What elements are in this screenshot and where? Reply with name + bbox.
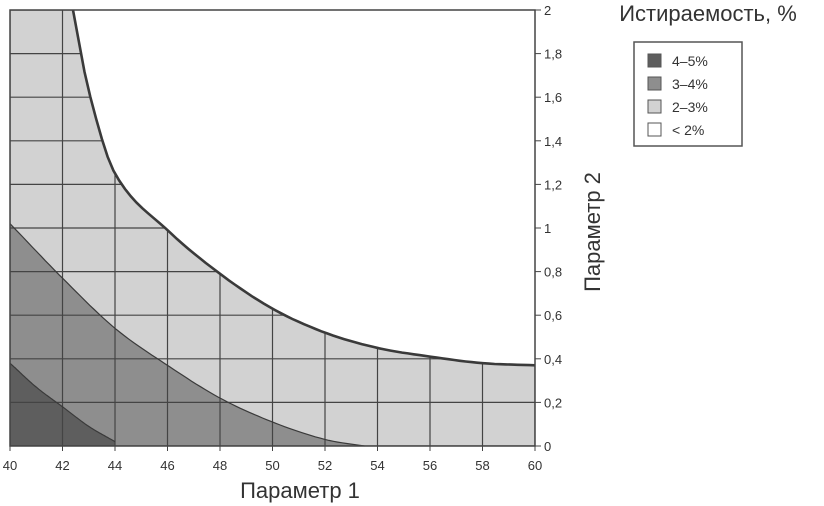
legend-label: 4–5% <box>672 53 708 69</box>
x-tick-label: 60 <box>528 458 542 473</box>
y-tick-label: 2 <box>544 3 551 18</box>
x-tick-label: 48 <box>213 458 227 473</box>
x-tick-label: 54 <box>370 458 384 473</box>
region-boundaries <box>9 9 536 447</box>
x-tick-label: 42 <box>55 458 69 473</box>
legend-label: 3–4% <box>672 76 708 92</box>
region-2-3-percent <box>10 10 535 446</box>
legend-swatch <box>647 99 662 114</box>
legend-title: Истираемость, % <box>619 1 797 26</box>
y-tick-label: 1,2 <box>544 177 562 192</box>
y-tick-label: 1,6 <box>544 90 562 105</box>
x-tick-label: 56 <box>423 458 437 473</box>
plot-area <box>10 10 535 446</box>
x-tick-label: 58 <box>475 458 489 473</box>
region-3-4-percent <box>10 223 365 446</box>
y-tick-label: 0,4 <box>544 352 562 367</box>
legend-swatch <box>647 76 662 91</box>
x-tick-label: 52 <box>318 458 332 473</box>
legend: 4–5% 3–4% 2–3% < 2% <box>633 41 743 147</box>
legend-swatch <box>647 122 662 137</box>
x-axis-ticks: 40 42 44 46 48 50 52 54 56 58 60 <box>3 446 542 473</box>
boundary-2-3-percent <box>71 9 536 367</box>
y-axis-title: Параметр 2 <box>580 172 605 292</box>
x-tick-label: 40 <box>3 458 17 473</box>
boundary-3-4-percent <box>9 223 365 447</box>
region-4-5-percent <box>10 363 115 446</box>
y-tick-label: 0,6 <box>544 308 562 323</box>
y-axis-ticks: 0 0,2 0,4 0,6 0,8 1 1,2 1,4 1,6 1,8 2 <box>535 3 562 454</box>
y-tick-label: 1 <box>544 221 551 236</box>
y-tick-label: 0,8 <box>544 265 562 280</box>
x-axis-title: Параметр 1 <box>240 478 360 503</box>
x-tick-label: 46 <box>160 458 174 473</box>
legend-label: < 2% <box>672 122 704 138</box>
legend-swatch <box>647 53 662 68</box>
y-tick-label: 0 <box>544 439 551 454</box>
x-tick-label: 44 <box>108 458 122 473</box>
x-tick-label: 50 <box>265 458 279 473</box>
y-tick-label: 0,2 <box>544 395 562 410</box>
y-tick-label: 1,8 <box>544 47 562 62</box>
y-tick-label: 1,4 <box>544 134 562 149</box>
boundary-4-5-percent <box>9 362 116 443</box>
legend-label: 2–3% <box>672 99 708 115</box>
